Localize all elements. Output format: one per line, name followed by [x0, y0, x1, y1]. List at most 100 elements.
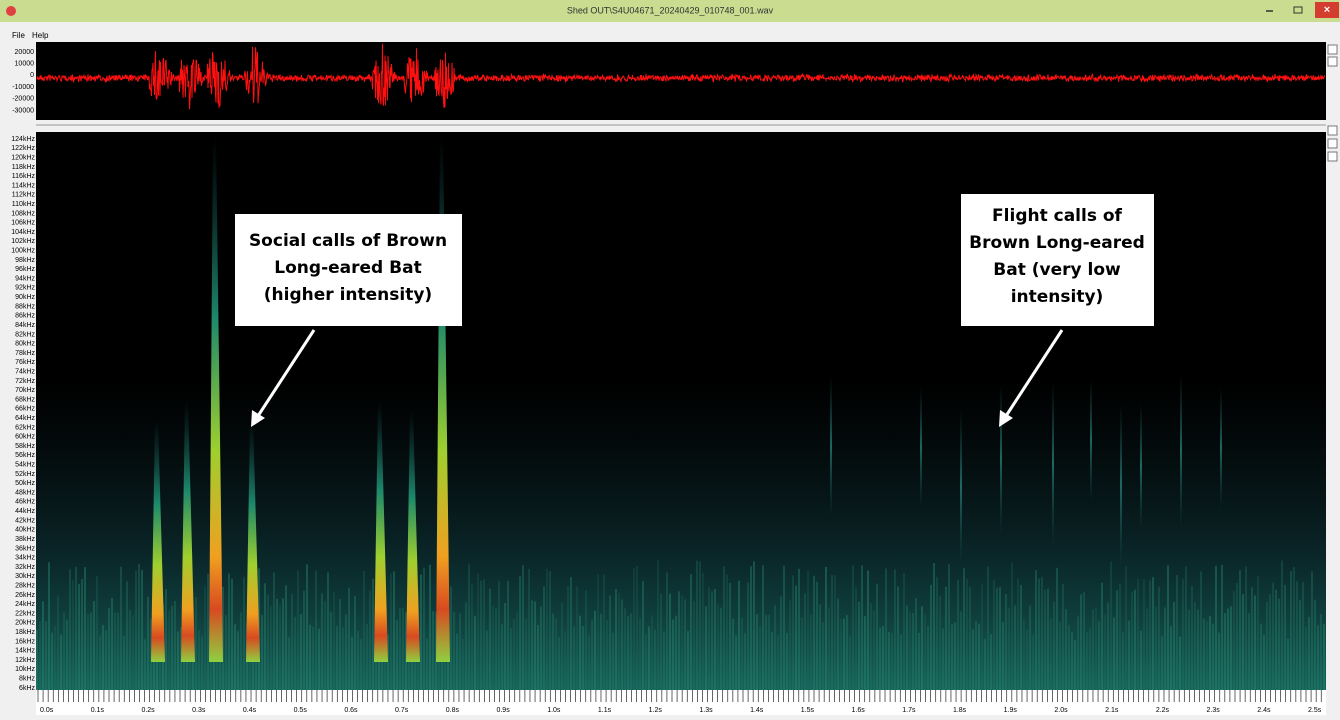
frequency-label: 40kHz — [15, 527, 35, 534]
frequency-label: 18kHz — [15, 629, 35, 636]
amplitude-label: 10000 — [15, 61, 35, 68]
amplitude-label: 20000 — [15, 49, 35, 56]
call-trace — [1052, 381, 1054, 546]
frequency-label: 88kHz — [15, 303, 35, 310]
amplitude-label: -20000 — [12, 96, 34, 103]
frequency-label: 98kHz — [15, 257, 35, 264]
frequency-label: 32kHz — [15, 564, 35, 571]
window-title: Shed OUT\S4U04671_20240429_010748_001.wa… — [567, 5, 774, 15]
frequency-label: 60kHz — [15, 434, 35, 441]
call-trace — [1140, 403, 1142, 530]
frequency-label: 62kHz — [15, 424, 35, 431]
app-icon — [6, 6, 16, 16]
frequency-label: 122kHz — [11, 145, 35, 152]
menu-item[interactable]: File — [12, 31, 25, 40]
frequency-label: 52kHz — [15, 471, 35, 478]
frequency-label: 10kHz — [15, 666, 35, 673]
frequency-label: 96kHz — [15, 266, 35, 273]
time-label: 1.9s — [1004, 707, 1018, 714]
frequency-label: 6kHz — [19, 685, 35, 692]
frequency-label: 108kHz — [11, 210, 35, 217]
frequency-label: 72kHz — [15, 378, 35, 385]
frequency-label: 94kHz — [15, 275, 35, 282]
annotation-text: Social calls of Brown — [249, 231, 447, 251]
time-label: 1.1s — [598, 707, 612, 714]
frequency-label: 28kHz — [15, 582, 35, 589]
frequency-label: 66kHz — [15, 406, 35, 413]
frequency-label: 114kHz — [12, 182, 36, 189]
frequency-label: 112kHz — [12, 192, 36, 199]
app-window: Shed OUT\S4U04671_20240429_010748_001.wa… — [0, 0, 1340, 715]
call-trace — [920, 388, 922, 508]
time-label: 0.7s — [395, 707, 409, 714]
frequency-label: 106kHz — [11, 220, 35, 227]
frequency-label: 22kHz — [15, 610, 35, 617]
call-trace — [1090, 380, 1092, 501]
frequency-label: 54kHz — [15, 462, 35, 469]
frequency-label: 86kHz — [15, 313, 35, 320]
zoom-out-button[interactable] — [1328, 139, 1337, 148]
frequency-label: 20kHz — [15, 620, 35, 627]
frequency-label: 64kHz — [15, 415, 35, 422]
time-axis — [36, 690, 1326, 715]
frequency-label: 68kHz — [15, 396, 35, 403]
frequency-label: 14kHz — [15, 648, 35, 655]
time-label: 2.0s — [1054, 707, 1068, 714]
waveform-plot — [36, 42, 1326, 120]
time-label: 0.1s — [91, 707, 105, 714]
time-label: 1.0s — [547, 707, 561, 714]
zoom-fit-button[interactable] — [1328, 152, 1337, 161]
frequency-label: 44kHz — [15, 508, 35, 515]
annotation-text: Flight calls of — [992, 206, 1123, 226]
frequency-label: 110kHz — [12, 201, 36, 208]
zoom-in-button[interactable] — [1328, 45, 1337, 54]
time-label: 1.6s — [852, 707, 866, 714]
zoom-out-button[interactable] — [1328, 57, 1337, 66]
frequency-label: 80kHz — [15, 341, 35, 348]
frequency-label: 104kHz — [11, 229, 35, 236]
call-trace — [960, 410, 962, 564]
menu-item[interactable]: Help — [32, 31, 49, 40]
time-label: 1.3s — [699, 707, 713, 714]
frequency-label: 84kHz — [15, 322, 35, 329]
time-label: 1.8s — [953, 707, 967, 714]
time-label: 0.2s — [141, 707, 155, 714]
amplitude-label: 0 — [30, 72, 34, 79]
frequency-label: 34kHz — [15, 555, 35, 562]
amplitude-label: -10000 — [12, 84, 34, 91]
time-label: 2.3s — [1207, 707, 1221, 714]
call-trace — [1000, 384, 1002, 533]
screen: Shed OUT\S4U04671_20240429_010748_001.wa… — [0, 0, 1340, 715]
call-trace — [1120, 404, 1122, 566]
time-label: 1.4s — [750, 707, 764, 714]
frequency-label: 78kHz — [15, 350, 35, 357]
frequency-label: 92kHz — [15, 285, 35, 292]
time-label: 2.5s — [1308, 707, 1322, 714]
annotation-text: Long-eared Bat — [274, 258, 421, 278]
frequency-label: 76kHz — [15, 359, 35, 366]
time-label: 2.1s — [1105, 707, 1119, 714]
frequency-label: 42kHz — [15, 517, 35, 524]
zoom-in-button[interactable] — [1328, 126, 1337, 135]
frequency-label: 50kHz — [15, 480, 35, 487]
time-label: 0.8s — [446, 707, 460, 714]
frequency-label: 26kHz — [15, 592, 35, 599]
time-label: 0.0s — [40, 707, 54, 714]
frequency-label: 24kHz — [15, 601, 35, 608]
frequency-label: 124kHz — [11, 136, 35, 143]
annotation-text: Brown Long-eared — [969, 233, 1145, 253]
amplitude-label: -30000 — [12, 107, 34, 114]
frequency-label: 36kHz — [15, 545, 35, 552]
spectrogram-scrollbar[interactable] — [1327, 125, 1340, 690]
frequency-label: 58kHz — [15, 443, 35, 450]
frequency-label: 90kHz — [15, 294, 35, 301]
frequency-label: 82kHz — [15, 331, 35, 338]
time-label: 0.9s — [496, 707, 510, 714]
time-label: 0.4s — [243, 707, 257, 714]
time-label: 0.6s — [344, 707, 358, 714]
frequency-label: 30kHz — [15, 573, 35, 580]
frequency-label: 48kHz — [15, 489, 35, 496]
frequency-label: 12kHz — [15, 657, 35, 664]
time-label: 1.2s — [649, 707, 663, 714]
time-label: 1.5s — [801, 707, 815, 714]
